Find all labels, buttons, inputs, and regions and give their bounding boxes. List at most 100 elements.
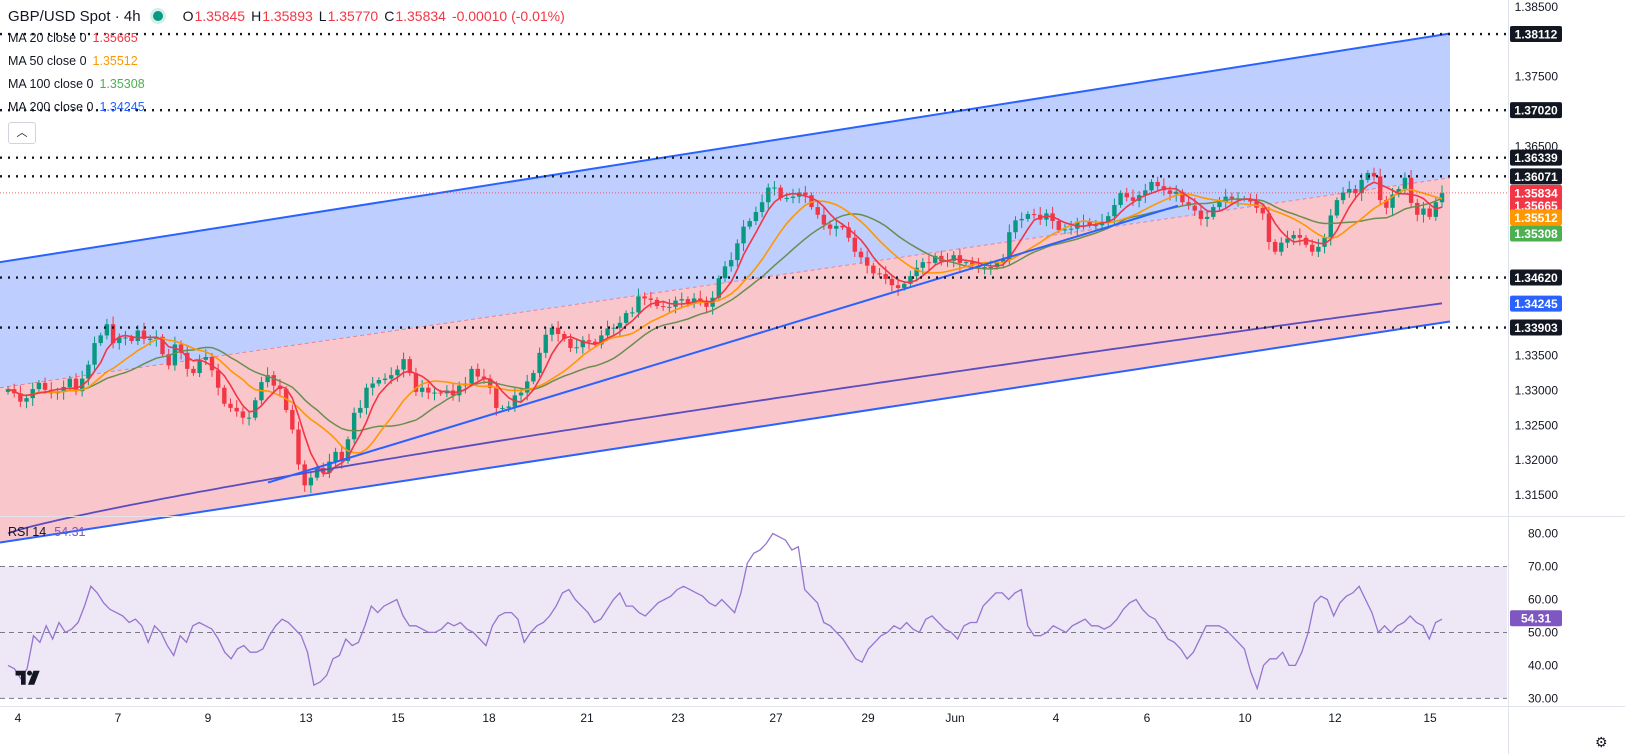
rsi-tick-label: 70.00: [1528, 559, 1558, 573]
ma-price-label-bg: [1510, 295, 1562, 312]
candle-body: [358, 407, 363, 413]
level-label-bg: [1510, 269, 1562, 286]
candle-body: [1427, 208, 1432, 217]
candle-body: [1285, 238, 1290, 243]
price-tick-label: 1.37500: [1515, 70, 1559, 84]
ma-price-label-text: 1.35834: [1514, 186, 1558, 200]
level-price-label: 1.36071: [1510, 168, 1562, 185]
symbol-title[interactable]: GBP/USD Spot · 4h: [8, 7, 141, 25]
candle-body: [253, 400, 258, 418]
change-value: -0.00010 (-0.01%): [451, 8, 565, 24]
candle-body: [846, 227, 851, 238]
candle-body: [296, 429, 301, 465]
candle-body: [1013, 220, 1018, 233]
candle-body: [852, 237, 858, 252]
candle-body: [1359, 179, 1364, 194]
level-label-text: 1.38112: [1515, 28, 1558, 42]
candle-body: [784, 198, 790, 200]
price-pane: [0, 32, 1625, 544]
candle-body: [92, 343, 97, 365]
level-label-bg: [1510, 26, 1562, 43]
ma200-legend[interactable]: MA 200 close 0 1.34245: [8, 100, 145, 114]
level-label-bg: [1510, 168, 1562, 185]
candle-body: [741, 226, 746, 244]
ma50-value: 1.35512: [92, 54, 138, 68]
price-tick-label: 1.33000: [1515, 383, 1559, 397]
candle-body: [988, 267, 993, 269]
candle-body: [166, 354, 171, 366]
rsi-legend[interactable]: RSI 14 54.31: [8, 525, 86, 539]
close-value: 1.35834: [395, 8, 446, 24]
candle-body: [1377, 176, 1383, 201]
time-tick-label: 23: [671, 711, 685, 725]
candle-body: [419, 387, 425, 392]
time-tick-label: 15: [391, 711, 405, 725]
candle-body: [1204, 216, 1210, 219]
tradingview-logo[interactable]: [14, 666, 42, 688]
candle-body: [605, 328, 610, 336]
ma100-value: 1.35308: [99, 77, 145, 91]
candle-body: [123, 337, 128, 339]
rsi-tick-label: 80.00: [1528, 526, 1558, 540]
candle-body: [1390, 194, 1395, 208]
ma50-legend[interactable]: MA 50 close 0 1.35512: [8, 54, 138, 68]
candle-body: [926, 262, 932, 264]
candle-body: [1056, 221, 1061, 231]
price-tick-label: 1.36500: [1515, 139, 1559, 153]
low-value: 1.35770: [327, 8, 379, 24]
candle-body: [42, 382, 48, 390]
candle-body: [932, 255, 938, 263]
level-label-text: 1.36071: [1514, 170, 1558, 184]
ma200-label: MA 200 close 0: [8, 100, 94, 114]
level-label-text: 1.34620: [1514, 271, 1558, 285]
candle-body: [500, 407, 505, 409]
candle-body: [1322, 237, 1327, 247]
ma20-value: 1.35665: [92, 31, 138, 45]
candle-body: [636, 296, 641, 313]
candle-body: [475, 368, 480, 377]
candle-body: [766, 187, 771, 203]
candle-body: [86, 364, 91, 379]
candle-body: [339, 451, 344, 461]
candle-body: [382, 378, 388, 381]
candle-body: [1371, 172, 1377, 177]
candle-body: [1031, 214, 1037, 216]
candle-body: [834, 225, 839, 229]
rsi-pane: [0, 532, 1507, 699]
settings-gear-icon[interactable]: ⚙: [1595, 734, 1608, 750]
candle-body: [1143, 190, 1148, 196]
candle-body: [1297, 234, 1303, 238]
candle-body: [840, 225, 845, 228]
ma20-line: [7, 181, 1443, 475]
candle-body: [271, 375, 276, 386]
candle-body: [1112, 205, 1117, 217]
candle-body: [1019, 218, 1024, 221]
time-tick-label: Jun: [945, 711, 964, 725]
candle-body: [1279, 242, 1284, 252]
ma20-legend[interactable]: MA 20 close 0 1.35665: [8, 31, 138, 45]
time-tick-label: 4: [1053, 711, 1060, 725]
candle-body: [1291, 234, 1296, 239]
candle-body: [1124, 193, 1129, 198]
ma-price-label-bg: [1510, 209, 1562, 226]
candle-body: [5, 389, 11, 392]
candle-body: [1130, 197, 1136, 201]
collapse-legend-button[interactable]: ︿: [8, 122, 36, 144]
candle-body: [1439, 193, 1445, 203]
candle-body: [963, 262, 969, 264]
candle-body: [1167, 190, 1173, 194]
time-tick-label: 10: [1238, 711, 1252, 725]
market-status-icon: [152, 11, 163, 21]
candle-body: [432, 392, 437, 394]
ma-price-label: 1.35512: [1510, 209, 1562, 226]
ma-price-label-text: 1.34245: [1514, 297, 1558, 311]
symbol-header: GBP/USD Spot · 4h O 1.35845 H 1.35893 L 1.3…: [8, 6, 565, 26]
candle-body: [246, 417, 252, 419]
candle-body: [1334, 200, 1340, 216]
time-tick-label: 7: [115, 711, 122, 725]
candle-body: [920, 262, 925, 268]
candle-body: [623, 313, 629, 323]
ma100-legend[interactable]: MA 100 close 0 1.35308: [8, 77, 145, 91]
candle-body: [172, 344, 178, 366]
